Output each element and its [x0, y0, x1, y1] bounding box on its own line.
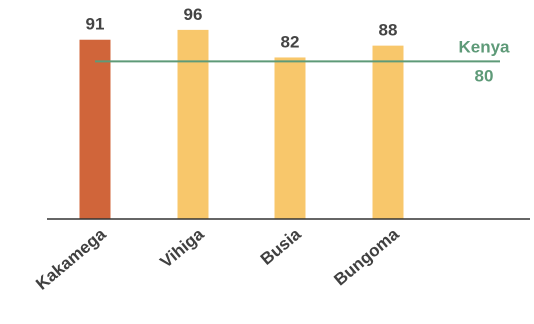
- bar-busia: [274, 57, 306, 220]
- bar-bungoma: [372, 45, 404, 219]
- data-label-bungoma: 88: [379, 21, 398, 40]
- data-label-busia: 82: [281, 32, 300, 51]
- data-label-kakamega: 91: [86, 15, 105, 34]
- bars-layer: [79, 29, 404, 220]
- bar-kakamega: [79, 39, 111, 220]
- category-label-vihiga: Vihiga: [157, 224, 208, 271]
- reference-line-label: Kenya: [458, 37, 510, 56]
- bar-vihiga: [177, 29, 209, 219]
- category-label-busia: Busia: [257, 224, 305, 269]
- category-label-bungoma: Bungoma: [330, 224, 403, 289]
- category-label-kakamega: Kakamega: [32, 224, 110, 294]
- reference-line-value: 80: [475, 66, 494, 85]
- data-label-vihiga: 96: [184, 5, 203, 24]
